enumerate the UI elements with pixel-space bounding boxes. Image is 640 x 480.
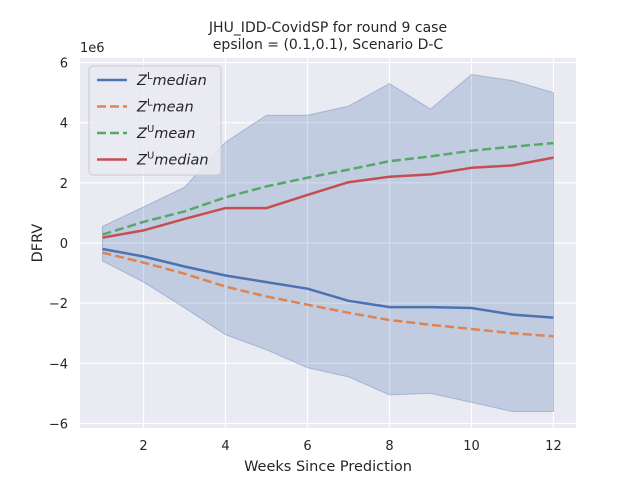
- chart-title: JHU_IDD-CovidSP for round 9 case: [208, 20, 447, 36]
- x-tick-label: 8: [385, 439, 393, 454]
- x-tick-label: 2: [139, 439, 147, 454]
- y-tick-labels: −6 −4 −2 0 2 4 6: [49, 57, 68, 433]
- x-tick-label: 4: [221, 439, 229, 454]
- legend-label-0: ZLmedian: [136, 71, 207, 89]
- legend: ZLmedian ZLmean ZUmean ZUmedian: [88, 65, 222, 176]
- legend-label-2: ZUmean: [136, 124, 195, 142]
- grid: [80, 58, 576, 428]
- x-tick-label: 10: [463, 439, 480, 454]
- series-lines: [102, 141, 554, 338]
- x-tick-label: 6: [303, 439, 311, 454]
- y-offset-label: 1e6: [80, 41, 105, 56]
- y-axis-label: DFRV: [30, 224, 46, 263]
- y-tick-label: 2: [60, 177, 68, 192]
- x-tick-label: 12: [545, 439, 562, 454]
- y-tick-label: −4: [49, 357, 68, 372]
- chart-subtitle: epsilon = (0.1,0.1), Scenario D-C: [213, 37, 444, 53]
- legend-label-1: ZLmean: [136, 98, 194, 116]
- legend-box: [88, 65, 222, 176]
- series-line-0: [102, 247, 554, 319]
- x-tick-labels: 2 4 6 8 10 12: [139, 439, 561, 454]
- y-tick-label: −2: [49, 297, 68, 312]
- series-line-1: [102, 251, 554, 338]
- y-tick-label: −6: [49, 417, 68, 432]
- y-tick-label: 6: [60, 57, 68, 72]
- legend-label-3: ZUmedian: [136, 151, 209, 169]
- y-tick-label: 4: [60, 117, 68, 132]
- series-line-2: [102, 141, 554, 236]
- series-line-3: [102, 156, 554, 239]
- x-axis-label: Weeks Since Prediction: [244, 459, 412, 475]
- y-tick-label: 0: [60, 237, 68, 252]
